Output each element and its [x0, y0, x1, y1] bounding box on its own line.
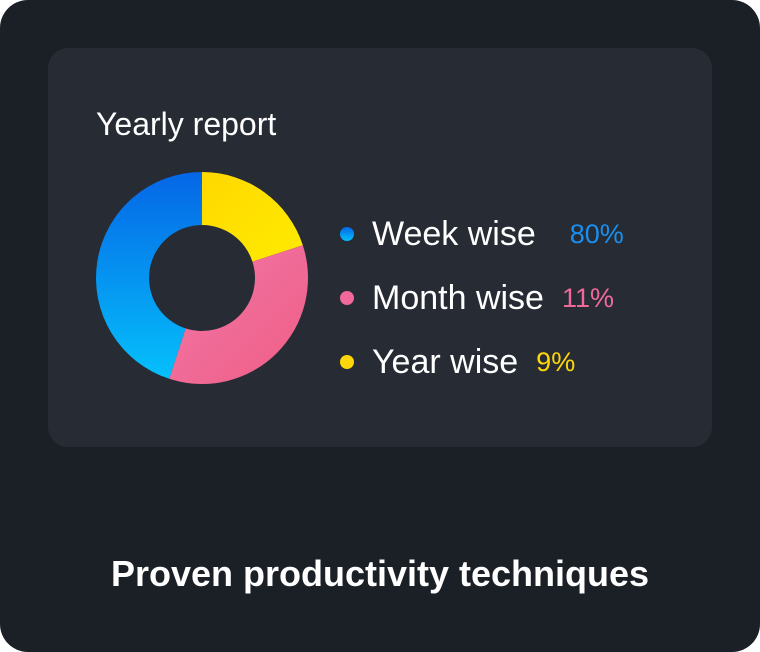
legend-label: Year wise	[372, 342, 519, 381]
donut-slice-month-wise	[169, 245, 308, 384]
legend-dot	[340, 291, 354, 305]
donut-chart	[95, 172, 308, 384]
data-label: 80%	[569, 218, 624, 249]
report-panel: Yearly report Week wise 80% Month wise 1…	[48, 48, 712, 447]
donut-slice-year-wise	[202, 172, 303, 262]
legend-item-week: Week wise 80%	[340, 202, 624, 266]
legend-label: Week wise	[372, 214, 536, 253]
legend-dot	[340, 227, 354, 241]
donut-slice-week-wise	[95, 172, 202, 379]
chart-title: Yearly report	[96, 106, 277, 142]
legend-item-month: Month wise 11%	[340, 266, 624, 330]
chart-legend: Week wise 80% Month wise 11% Year wise 9…	[340, 202, 624, 394]
legend-item-year: Year wise 9%	[340, 330, 624, 394]
legend-label: Month wise	[372, 278, 544, 317]
data-label: 9%	[536, 346, 576, 377]
data-label: 11%	[561, 282, 615, 313]
card-heading: Proven productivity techniques	[110, 553, 650, 594]
legend-dot	[340, 355, 354, 369]
